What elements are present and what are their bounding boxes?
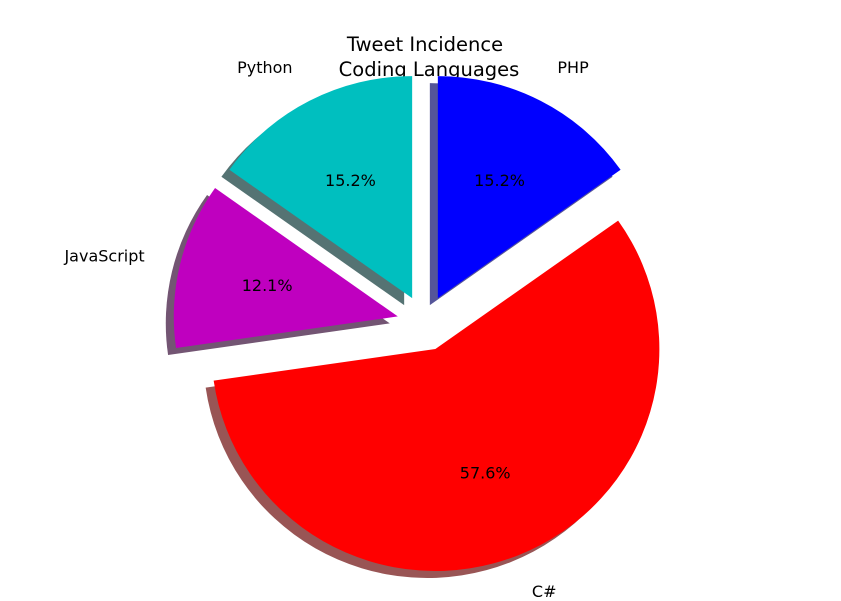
slice-percent-c: 57.6% (460, 464, 511, 483)
pie-slices (173, 76, 660, 572)
slice-label-javascript: JavaScript (63, 246, 144, 265)
slice-percent-php: 15.2% (474, 171, 525, 190)
slice-label-python: Python (237, 58, 292, 77)
pie-labels: PHP 15.2% C# 57.6% JavaScript 12.1% Python 15.2… (63, 58, 589, 601)
pie-slice-c (213, 220, 660, 572)
chart-title-line-1: Tweet Incidence (346, 33, 503, 56)
pie-slice-javascript (173, 188, 398, 349)
slice-label-c: C# (532, 582, 557, 601)
slice-label-php: PHP (557, 58, 589, 77)
pie-slice-python (229, 76, 413, 299)
slice-percent-javascript: 12.1% (242, 276, 293, 295)
pie-slice-php (437, 76, 621, 299)
slice-percent-python: 15.2% (325, 171, 376, 190)
chart-title-line-2: Coding Languages (339, 58, 520, 81)
